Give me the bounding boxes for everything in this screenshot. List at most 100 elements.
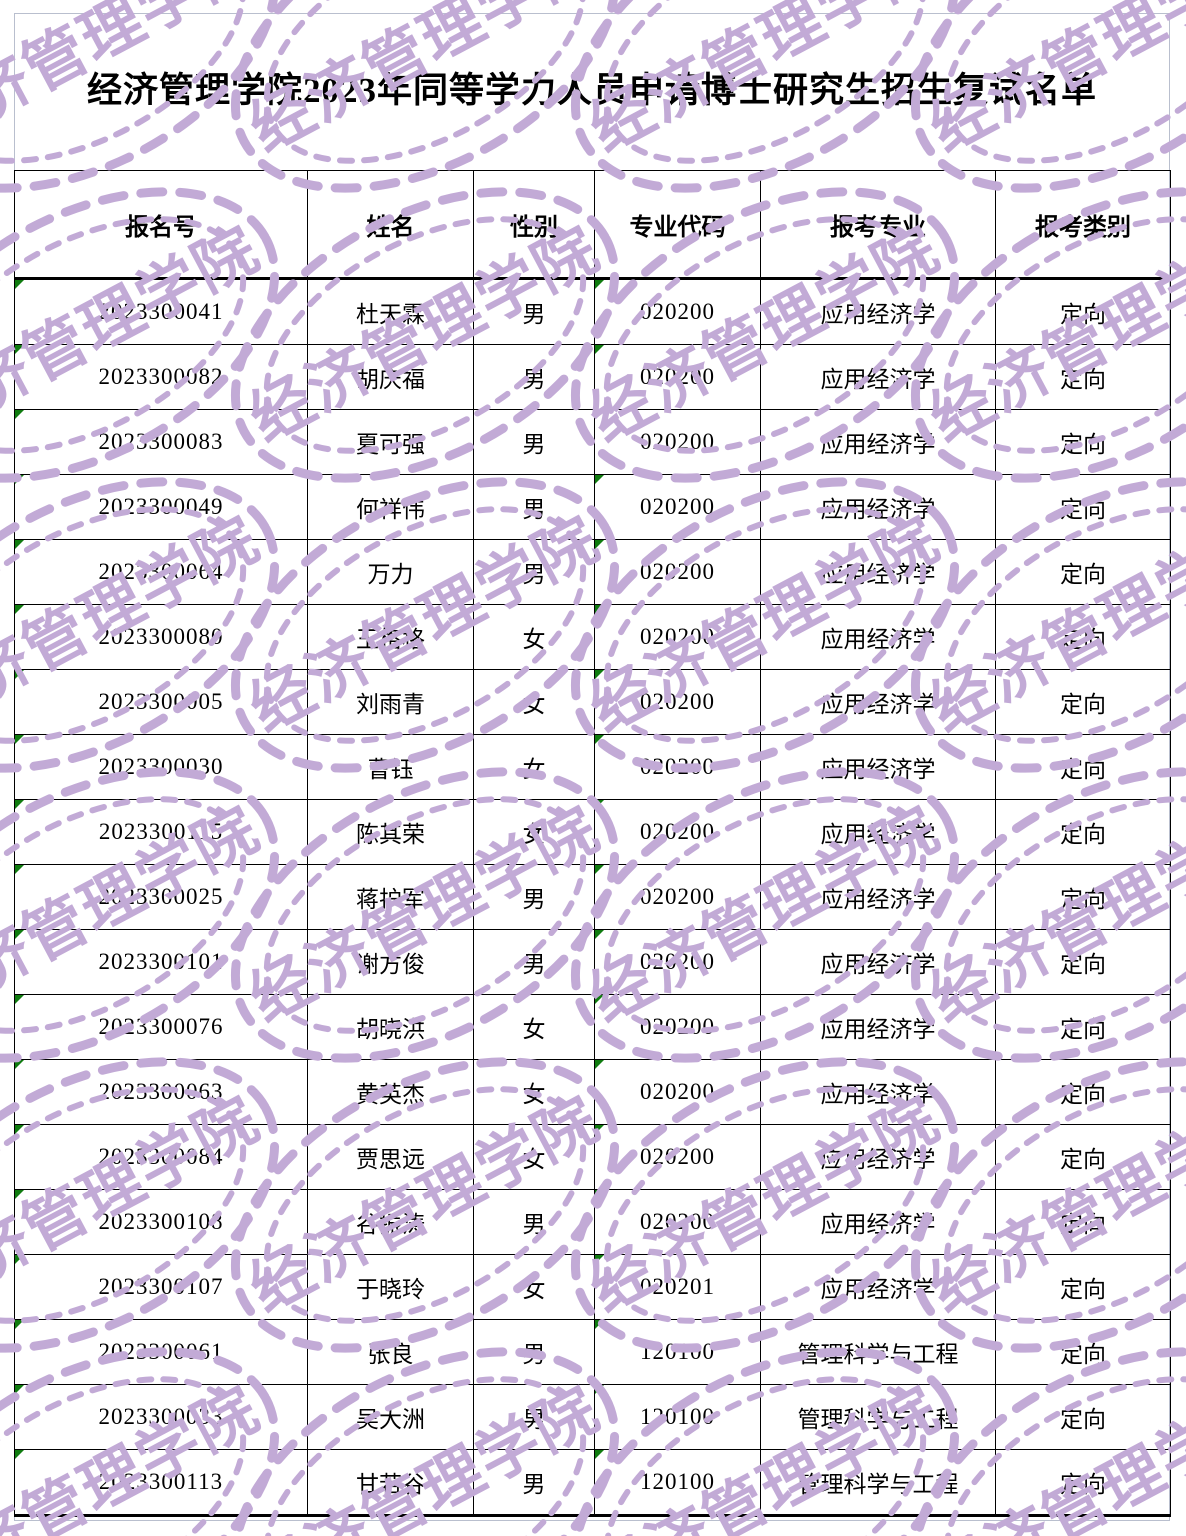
cell-registration-number: 2023300115 xyxy=(14,799,308,865)
cell-name: 陈其荣 xyxy=(307,799,474,865)
cell-applied-category: 定向 xyxy=(995,1319,1171,1385)
cell-major-code-text: 020200 xyxy=(640,559,715,584)
cell-major-code: 020200 xyxy=(594,1189,761,1255)
green-triangle-error-icon xyxy=(595,1255,604,1264)
cell-name-text: 谷振涛 xyxy=(356,1212,425,1237)
cell-applied-major-text: 应用经济学 xyxy=(820,952,936,977)
cell-gender: 女 xyxy=(473,669,595,735)
cell-major-code: 020200 xyxy=(594,734,761,800)
table-row: 2023300076 胡晓洪 女 020200 应用经济学 定向 xyxy=(14,994,1171,1060)
cell-gender-text: 女 xyxy=(522,1277,546,1302)
green-triangle-error-icon xyxy=(595,475,604,484)
table-row: 2023300108 谷振涛 男 020200 应用经济学 定向 xyxy=(14,1189,1171,1255)
cell-registration-number: 2023300101 xyxy=(14,929,308,995)
cell-registration-number: 2023300113 xyxy=(14,1449,308,1517)
cell-major-code-text: 020200 xyxy=(640,689,715,714)
green-triangle-error-icon xyxy=(595,800,604,809)
cell-applied-major-text: 应用经济学 xyxy=(820,497,936,522)
cell-applied-major-text: 管理科学与工程 xyxy=(797,1407,959,1432)
cell-name: 夏可强 xyxy=(307,409,474,475)
table-row: 2023300049 何祥伟 男 020200 应用经济学 定向 xyxy=(14,474,1171,540)
cell-registration-number: 2023300049 xyxy=(14,474,308,540)
cell-name-text: 于晓玲 xyxy=(356,1277,425,1302)
cell-name: 王格格 xyxy=(307,604,474,670)
cell-gender: 女 xyxy=(473,1254,595,1320)
cell-name-text: 贾思远 xyxy=(356,1147,425,1172)
green-triangle-error-icon xyxy=(595,410,604,419)
cell-applied-category: 定向 xyxy=(995,1384,1171,1450)
green-triangle-error-icon xyxy=(15,540,24,549)
cell-name-text: 谢方俊 xyxy=(356,952,425,977)
cell-major-code-text: 120100 xyxy=(640,1469,715,1494)
cell-gender-text: 女 xyxy=(522,627,546,652)
cell-major-code-text: 020200 xyxy=(640,754,715,779)
cell-registration-number-text: 2023300107 xyxy=(98,1274,224,1299)
cell-applied-major-text: 应用经济学 xyxy=(820,1017,936,1042)
cell-name: 曹钰 xyxy=(307,734,474,800)
cell-gender-text: 女 xyxy=(522,757,546,782)
cell-applied-major: 应用经济学 xyxy=(760,929,996,995)
cell-gender: 男 xyxy=(473,929,595,995)
cell-registration-number: 2023300076 xyxy=(14,994,308,1060)
cell-registration-number-text: 2023300061 xyxy=(98,1339,224,1364)
cell-name-text: 蒋护军 xyxy=(356,887,425,912)
cell-major-code: 020200 xyxy=(594,604,761,670)
cell-name-text: 甘若谷 xyxy=(356,1472,425,1497)
cell-applied-major-text: 应用经济学 xyxy=(820,1212,936,1237)
cell-gender-text: 女 xyxy=(522,822,546,847)
cell-name: 胡庆福 xyxy=(307,344,474,410)
cell-registration-number-text: 2023300084 xyxy=(98,1144,224,1169)
cell-name-text: 张良 xyxy=(367,1342,414,1367)
green-triangle-error-icon xyxy=(595,1320,604,1329)
cell-name: 黄英杰 xyxy=(307,1059,474,1125)
cell-major-code: 020200 xyxy=(594,799,761,865)
cell-name: 谢方俊 xyxy=(307,929,474,995)
green-triangle-error-icon xyxy=(595,1060,604,1069)
cell-applied-category: 定向 xyxy=(995,1124,1171,1190)
cell-registration-number: 2023300063 xyxy=(14,1059,308,1125)
cell-applied-category-text: 定向 xyxy=(1060,302,1106,327)
cell-applied-category: 定向 xyxy=(995,669,1171,735)
cell-applied-category: 定向 xyxy=(995,474,1171,540)
cell-applied-major: 应用经济学 xyxy=(760,409,996,475)
cell-major-code-text: 020200 xyxy=(640,1209,715,1234)
cell-applied-major-text: 应用经济学 xyxy=(820,1277,936,1302)
cell-name: 于晓玲 xyxy=(307,1254,474,1320)
green-triangle-error-icon xyxy=(15,1450,24,1459)
cell-applied-category: 定向 xyxy=(995,799,1171,865)
cell-registration-number-text: 2023300083 xyxy=(98,429,224,454)
cell-gender: 男 xyxy=(473,1319,595,1385)
green-triangle-error-icon xyxy=(15,865,24,874)
cell-name-text: 吴大洲 xyxy=(356,1407,425,1432)
cell-applied-category: 定向 xyxy=(995,1254,1171,1320)
cell-name: 张良 xyxy=(307,1319,474,1385)
cell-gender-text: 男 xyxy=(522,562,546,587)
green-triangle-error-icon xyxy=(15,1190,24,1199)
cell-applied-major: 应用经济学 xyxy=(760,1059,996,1125)
table-row: 2023300107 于晓玲 女 020201 应用经济学 定向 xyxy=(14,1254,1171,1320)
green-triangle-error-icon xyxy=(15,670,24,679)
green-triangle-error-icon xyxy=(595,1450,604,1459)
cell-gender: 女 xyxy=(473,734,595,800)
cell-gender: 男 xyxy=(473,474,595,540)
green-triangle-error-icon xyxy=(595,995,604,1004)
green-triangle-error-icon xyxy=(15,1060,24,1069)
cell-gender-text: 男 xyxy=(522,302,546,327)
cell-registration-number-text: 2023300101 xyxy=(98,949,224,974)
cell-name-text: 夏可强 xyxy=(356,432,425,457)
cell-gender-text: 男 xyxy=(522,497,546,522)
cell-name-text: 曹钰 xyxy=(367,757,414,782)
cell-gender-text: 男 xyxy=(522,952,546,977)
cell-major-code-text: 020200 xyxy=(640,1014,715,1039)
cell-applied-major: 应用经济学 xyxy=(760,344,996,410)
cell-applied-major-text: 应用经济学 xyxy=(820,562,936,587)
cell-applied-major-text: 应用经济学 xyxy=(820,302,936,327)
cell-major-code: 120100 xyxy=(594,1384,761,1450)
green-triangle-error-icon xyxy=(15,930,24,939)
table-header: 报名号 姓名 性别 专业代码 报考专业 报考类别 xyxy=(14,170,1171,280)
cell-applied-category-text: 定向 xyxy=(1060,822,1106,847)
cell-major-code-text: 020200 xyxy=(640,624,715,649)
cell-registration-number: 2023300080 xyxy=(14,604,308,670)
cell-gender: 男 xyxy=(473,278,595,345)
cell-major-code-text: 020200 xyxy=(640,299,715,324)
